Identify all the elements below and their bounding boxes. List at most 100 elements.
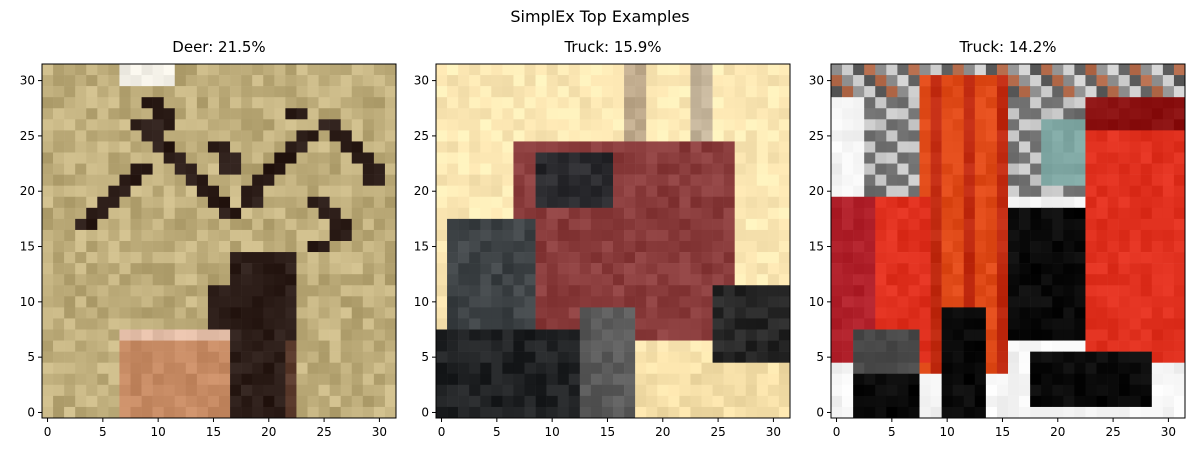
image-pixel (296, 174, 308, 186)
image-pixel (307, 229, 319, 242)
image-pixel (64, 351, 76, 363)
image-pixel (712, 152, 724, 164)
image-pixel (908, 152, 920, 164)
image-pixel (524, 64, 536, 76)
image-pixel (1085, 119, 1097, 131)
image-pixel (502, 274, 514, 286)
image-pixel (491, 185, 503, 198)
image-pixel (230, 241, 242, 253)
image-pixel (152, 196, 164, 209)
image-pixel (285, 196, 297, 209)
image-pixel (513, 75, 525, 87)
image-pixel (458, 384, 470, 397)
image-pixel (274, 141, 286, 153)
image-pixel (263, 75, 275, 87)
image-pixel (831, 285, 843, 297)
image-pixel (756, 163, 769, 175)
image-pixel (1085, 218, 1097, 231)
image-pixel (86, 362, 98, 375)
image-pixel (491, 241, 503, 253)
image-pixel (53, 351, 65, 363)
image-pixel (1140, 64, 1153, 76)
image-pixel (42, 163, 54, 175)
image-pixel (778, 174, 791, 186)
image-pixel (963, 395, 976, 408)
image-pixel (579, 108, 592, 120)
image-pixel (635, 218, 647, 231)
image-pixel (974, 108, 987, 120)
image-pixel (274, 196, 286, 209)
image-pixel (568, 130, 581, 142)
image-pixel (690, 86, 702, 98)
image-pixel (1085, 152, 1097, 164)
image-pixel (1085, 340, 1097, 352)
image-pixel (1074, 373, 1086, 386)
image-pixel (668, 185, 680, 198)
image-pixel (207, 119, 220, 131)
image-pixel (601, 174, 614, 186)
image-pixel (75, 207, 87, 220)
image-pixel (963, 185, 976, 198)
image-pixel (701, 285, 713, 297)
image-pixel (174, 163, 187, 175)
image-pixel (296, 307, 308, 319)
image-pixel (875, 97, 887, 109)
image-pixel (307, 64, 319, 76)
image-pixel (329, 274, 341, 286)
image-pixel (513, 152, 525, 164)
image-pixel (491, 75, 503, 87)
image-pixel (952, 108, 965, 120)
image-pixel (480, 174, 492, 186)
image-pixel (75, 97, 87, 109)
image-pixel (657, 152, 669, 164)
image-pixel (373, 108, 386, 120)
image-pixel (745, 207, 758, 220)
image-pixel (362, 285, 375, 297)
image-pixel (296, 406, 308, 419)
image-pixel (635, 64, 647, 76)
image-pixel (853, 97, 865, 109)
image-pixel (1030, 97, 1042, 109)
image-pixel (679, 163, 691, 175)
image-pixel (930, 285, 942, 297)
image-pixel (196, 185, 209, 198)
image-pixel (908, 196, 920, 209)
image-pixel (734, 263, 747, 275)
image-pixel (458, 207, 470, 220)
image-pixel (196, 296, 209, 308)
image-pixel (42, 185, 54, 198)
image-pixel (241, 207, 253, 220)
image-pixel (1118, 329, 1130, 341)
image-pixel (864, 64, 876, 76)
image-pixel (908, 218, 920, 231)
image-pixel (1041, 362, 1053, 375)
image-pixel (996, 196, 1009, 209)
image-pixel (1019, 362, 1031, 375)
image-pixel (340, 229, 353, 242)
image-pixel (1151, 406, 1164, 419)
image-pixel (1118, 163, 1130, 175)
image-pixel (1173, 163, 1186, 175)
image-pixel (1008, 329, 1020, 341)
image-pixel (329, 329, 341, 341)
image-pixel (1129, 296, 1142, 308)
image-pixel (756, 141, 769, 153)
image-pixel (690, 64, 702, 76)
image-pixel (875, 362, 887, 375)
image-pixel (690, 75, 702, 87)
image-pixel (941, 395, 953, 408)
image-pixel (690, 252, 702, 264)
image-pixel (373, 218, 386, 231)
image-pixel (318, 130, 330, 142)
image-pixel (491, 362, 503, 375)
image-pixel (285, 373, 297, 386)
image-pixel (745, 75, 758, 87)
image-pixel (53, 318, 65, 330)
image-pixel (590, 119, 603, 131)
image-pixel (624, 207, 636, 220)
image-pixel (1162, 119, 1175, 131)
image-pixel (207, 384, 220, 397)
image-pixel (53, 64, 65, 76)
image-pixel (329, 86, 341, 98)
image-pixel (930, 406, 942, 419)
